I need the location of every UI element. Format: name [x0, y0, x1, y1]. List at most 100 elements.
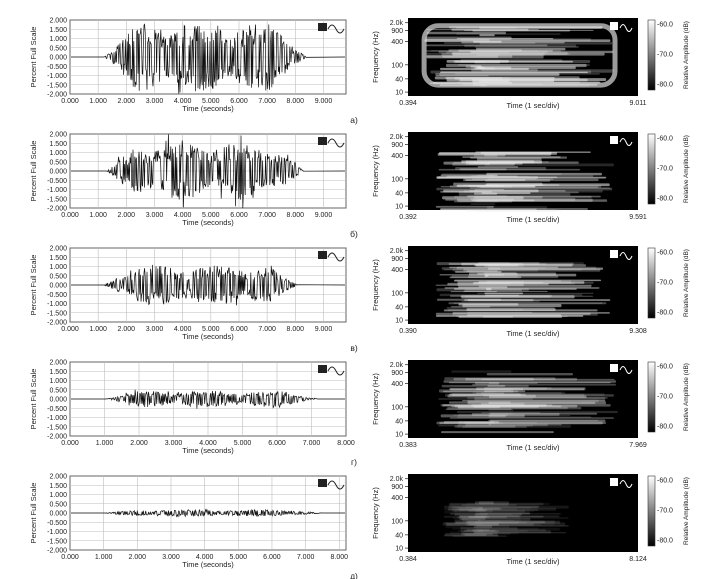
x-axis-label: Time (1 sec/div): [506, 557, 560, 566]
colorbar-tick-label: -70.0: [657, 280, 673, 287]
row-label: а): [350, 115, 358, 125]
colorbar: [647, 133, 656, 205]
colorbar-tick-label: -60.0: [657, 136, 673, 143]
spectrogram-settings-icon[interactable]: [610, 250, 633, 260]
spectrogram-band: [435, 75, 489, 77]
x-tick-label: 1.000: [89, 98, 107, 105]
spectrogram-band: [475, 382, 500, 385]
x-tick-label: 2.000: [129, 554, 147, 561]
spectrogram-band: [452, 268, 538, 272]
spectrogram-band: [466, 528, 490, 532]
y-tick-label: 900: [391, 484, 403, 491]
spectrogram-band: [480, 392, 562, 395]
spectrogram-band: [456, 38, 554, 40]
spectrogram-band: [425, 50, 562, 52]
y-tick-label: 100: [391, 176, 403, 183]
colorbar-tick-label: -60.0: [657, 364, 673, 371]
x-tick-label: 6.000: [230, 326, 248, 333]
spectrogram-band: [441, 431, 554, 434]
panel-row-3: 2.000 1.500 1.000 0.500 0.000 -0.500 -1.000 -1.…: [29, 246, 690, 354]
spectrogram-band: [437, 153, 552, 156]
spectrogram-band: [488, 401, 596, 404]
spectrogram-band: [460, 295, 594, 297]
x-tick-label: 0.000: [61, 212, 79, 219]
spectrogram-settings-icon[interactable]: [610, 478, 633, 488]
spectrogram-band: [457, 416, 592, 418]
spectrogram-band: [480, 186, 599, 189]
wave-icon: [619, 252, 633, 260]
spectrogram-settings-icon[interactable]: [610, 22, 633, 32]
spectrogram-band: [456, 424, 571, 428]
y-axis-label: Frequency (Hz): [371, 31, 380, 83]
spectrogram-band: [453, 200, 513, 203]
y-tick-label: 40: [395, 532, 403, 539]
y-axis-label: Percent Full Scale: [29, 27, 38, 88]
spectrogram-band: [471, 413, 560, 416]
y-axis-label: Percent Full Scale: [29, 483, 38, 544]
x-tick-label: 5.000: [202, 98, 220, 105]
spectrogram-band: [454, 279, 602, 282]
spectrogram-band: [477, 519, 521, 521]
waveform-settings-icon[interactable]: [318, 137, 345, 148]
x-axis-label: Time (1 sec/div): [506, 215, 560, 224]
waveform-settings-icon[interactable]: [318, 479, 345, 490]
waveform-settings-icon[interactable]: [318, 365, 345, 376]
y-tick-label: 0.000: [49, 55, 67, 62]
spectrogram-band: [475, 45, 579, 48]
y-tick-label: 0.000: [49, 511, 67, 518]
spectrogram-band: [477, 262, 510, 265]
x-tick-label: 3.000: [146, 326, 164, 333]
spectrogram-band: [481, 412, 541, 414]
time-min-label: 0.383: [399, 442, 417, 449]
spectrogram-band: [475, 510, 525, 513]
x-tick-label: 4.000: [196, 554, 214, 561]
spectrogram-band: [446, 60, 509, 63]
spectrogram-band: [474, 397, 606, 401]
wave-icon: [327, 138, 345, 148]
spectrogram-band: [460, 59, 563, 62]
spectrogram-band: [457, 516, 508, 519]
spectrogram-band: [450, 291, 498, 293]
spectrogram-band: [447, 509, 539, 511]
spectrogram-band: [467, 397, 608, 399]
spectrogram-band: [440, 71, 588, 73]
time-max-label: 9.308: [629, 328, 647, 335]
icon-box: [610, 136, 618, 144]
spectrogram-band: [444, 377, 556, 381]
wave-icon: [327, 24, 345, 34]
spectrogram-settings-icon[interactable]: [610, 136, 633, 146]
spectrogram-band: [486, 172, 602, 176]
spectrogram-band: [448, 506, 540, 508]
waveform-settings-icon[interactable]: [318, 23, 345, 34]
spectrogram-band: [444, 533, 493, 536]
spectrogram-band: [489, 419, 606, 422]
spectrogram-band: [447, 406, 582, 410]
panel-row-4: 2.000 1.500 1.000 0.500 0.000 -0.500 -1.000 -1.…: [29, 360, 690, 468]
spectrogram-band: [444, 508, 518, 511]
y-tick-label: 10: [395, 318, 403, 325]
panel-row-5: 2.000 1.500 1.000 0.500 0.000 -0.500 -1.000 -1.…: [29, 474, 690, 579]
spectrogram-band: [479, 34, 495, 37]
y-tick-label: 1.000: [49, 378, 67, 385]
spectrogram-band: [458, 200, 608, 202]
x-tick-label: 4.000: [199, 440, 217, 447]
spectrogram-band: [488, 414, 506, 418]
spectrogram-band: [465, 209, 557, 212]
spectrogram-band: [449, 504, 539, 507]
spectrogram-band: [487, 384, 506, 387]
y-tick-label: -2.000: [47, 92, 67, 99]
spectrogram-band: [439, 421, 606, 424]
panel-row-1: 2.000 1.500 1.000 0.500 0.000 -0.500 -1.000 -1.…: [29, 18, 690, 126]
icon-box: [610, 364, 618, 372]
y-axis-label: Percent Full Scale: [29, 369, 38, 430]
y-tick-label: 400: [391, 153, 403, 160]
spectrogram-band: [448, 49, 522, 52]
spectrogram-settings-icon[interactable]: [610, 364, 633, 374]
row-label: д): [350, 571, 358, 579]
colorbar-label: Relative Amplitude (dB): [683, 249, 690, 317]
y-tick-label: 2.0k: [390, 476, 404, 483]
spectrogram-band: [424, 39, 611, 42]
waveform-settings-icon[interactable]: [318, 251, 345, 262]
spectrogram-band: [464, 289, 522, 291]
